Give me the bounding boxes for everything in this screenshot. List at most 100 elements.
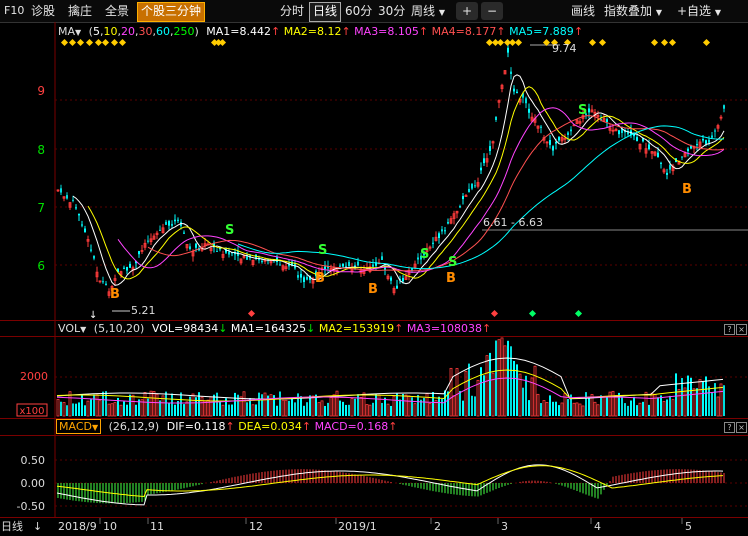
macd-selector[interactable]: MACD▼ [56, 419, 102, 434]
buy-signal-marker: B [682, 182, 692, 197]
volume-bar [258, 392, 260, 416]
volume-bar [86, 400, 90, 417]
chevron-down-icon[interactable]: ▼ [80, 325, 87, 334]
volume-bar [135, 404, 137, 416]
candle-body-up [98, 280, 102, 283]
ma-params-open: ( [88, 25, 93, 38]
candle-body-down [714, 130, 716, 132]
volume-bar [575, 402, 579, 417]
volume-bar [203, 400, 207, 417]
volume-bar [362, 392, 366, 417]
volume-bar [107, 403, 111, 417]
ma-name[interactable]: MA [58, 25, 76, 38]
ma4-value: MA4=8.177 [431, 25, 497, 38]
period-tab-60min[interactable]: 60分 [345, 4, 373, 18]
volume-bar [411, 397, 413, 416]
candle-body-down [687, 148, 689, 152]
vol-name[interactable]: VOL [58, 322, 81, 335]
volume-bar [660, 395, 662, 416]
price-axis: 9 [37, 84, 45, 98]
candle-body-down [702, 138, 704, 141]
three-minute-stock-button[interactable]: 个股三分钟 [137, 2, 206, 22]
volume-bar [381, 402, 383, 416]
candle-body-down [66, 195, 68, 199]
event-diamond [528, 309, 537, 318]
dealer-button[interactable]: 擒庄 [68, 4, 93, 18]
period-tab-timeshare[interactable]: 分时 [280, 4, 305, 18]
period-tab-30min[interactable]: 30分 [378, 4, 406, 18]
volume-bar [560, 402, 564, 417]
index-overlay-button[interactable]: 指数叠加 ▼ [601, 2, 665, 20]
candle-body-down [555, 141, 557, 144]
volume-bar [143, 392, 147, 417]
chevron-down-icon: ▼ [714, 8, 722, 17]
stock-diagnosis-button[interactable]: 诊股 [31, 4, 56, 18]
candle-body-down [300, 273, 302, 278]
volume-bar [294, 402, 296, 416]
candle-body-up [95, 271, 99, 278]
event-diamond [496, 38, 505, 47]
date-tick: 2019/1 [338, 520, 377, 533]
candle-body-down [540, 126, 542, 128]
macd-help-icon[interactable]: ? [724, 422, 735, 433]
f10-button[interactable]: F10 [4, 4, 25, 17]
add-favorite-button[interactable]: +自选 ▼ [674, 2, 724, 20]
candle-body-up [491, 141, 495, 144]
candle-body-up [62, 196, 66, 199]
event-diamond [598, 38, 607, 47]
candle-body-down [567, 132, 569, 135]
volume-bar [549, 395, 551, 416]
macd-close-icon[interactable]: × [736, 422, 747, 433]
candle-body-down [423, 252, 425, 256]
volume-help-icon[interactable]: ? [724, 324, 735, 335]
candle-body-down [159, 229, 161, 231]
volume-bar [702, 381, 704, 416]
price-tick-7: 7 [37, 201, 45, 215]
volume-bar [624, 403, 626, 416]
candle-body-up [335, 269, 339, 272]
candle-body-down [633, 133, 635, 137]
macd-value: MACD=0.168 [314, 420, 389, 433]
zoom-in-button[interactable]: + [456, 2, 478, 20]
volume-ma-line [56, 377, 724, 404]
zoom-out-button[interactable]: − [481, 2, 503, 20]
volume-bar [309, 395, 311, 416]
candle-body-up [434, 236, 438, 241]
up-arrow-icon: ↑ [341, 25, 351, 38]
volume-bar [329, 397, 333, 417]
event-diamond [85, 38, 94, 47]
volume-bar [239, 396, 243, 417]
candle-body-down [135, 260, 137, 264]
candle-body-down [105, 283, 107, 286]
volume-bar [255, 404, 257, 416]
event-diamonds [60, 38, 711, 318]
candle-body-down [138, 251, 140, 255]
candle-body-down [480, 167, 482, 171]
candle-body-up [452, 213, 456, 219]
candle-body-up [590, 109, 594, 113]
candle-body-down [126, 266, 128, 271]
volume-bar [690, 377, 692, 416]
volume-bar [365, 404, 369, 417]
candle-body-up [455, 210, 459, 214]
candle-body-down [384, 265, 386, 270]
volume-bar [630, 400, 632, 416]
macd-dif: DIF=0.118 [166, 420, 226, 433]
candle-body-down [213, 242, 215, 247]
volume-close-icon[interactable]: × [736, 324, 747, 335]
volume-bar [627, 405, 629, 416]
panorama-button[interactable]: 全景 [105, 4, 130, 18]
volume-bar [251, 404, 255, 417]
chevron-down-icon[interactable]: ▼ [75, 28, 82, 37]
draw-line-button[interactable]: 画线 [571, 4, 596, 18]
period-tab-daily[interactable]: 日线 [309, 2, 342, 22]
volume-bar [396, 393, 398, 416]
volume-bar [95, 394, 99, 417]
volume-bar [246, 402, 248, 416]
candle-body-down [177, 219, 179, 221]
price-tick-6: 6 [37, 259, 45, 273]
candle-body-down [489, 146, 491, 151]
period-tab-weekly[interactable]: 周线 ▼ [408, 2, 448, 20]
candle-body-up [428, 246, 432, 249]
